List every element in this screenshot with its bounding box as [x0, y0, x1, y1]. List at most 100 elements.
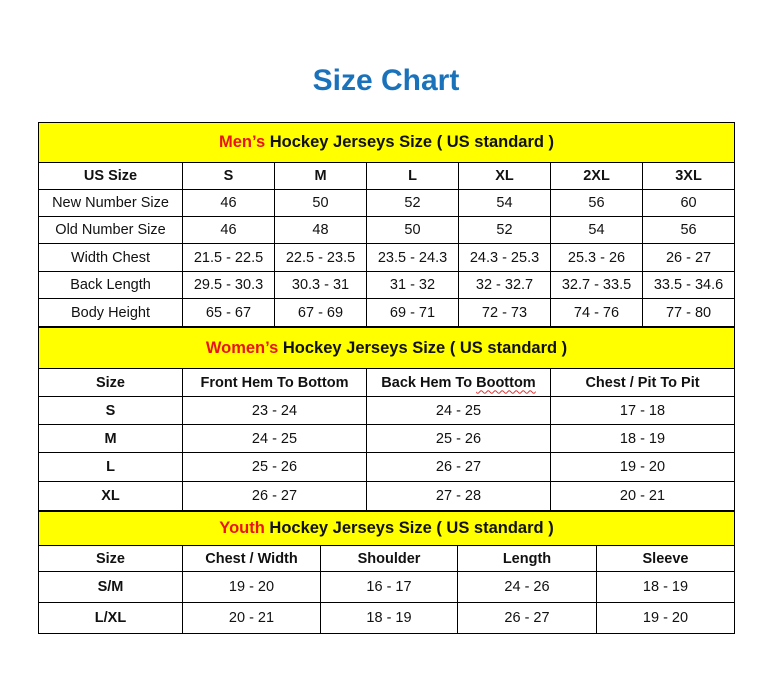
table-cell: 16 - 17 [320, 571, 458, 603]
row-label: Back Length [38, 271, 183, 299]
women-header-row: Size Front Hem To Bottom Back Hem To Boott… [38, 368, 736, 397]
column-header: Length [457, 545, 597, 572]
women-heading-text: Hockey Jerseys Size ( US standard ) [278, 338, 568, 357]
size-chart: Men’s Hockey Jerseys Size ( US standard … [37, 122, 736, 634]
table-cell: 72 - 73 [458, 298, 551, 327]
column-header: Chest / Width [182, 545, 321, 572]
table-cell: 20 - 21 [549, 481, 736, 511]
row-label: Width Chest [38, 243, 183, 272]
table-cell: 19 - 20 [595, 602, 736, 634]
table-cell: 46 [182, 216, 275, 244]
table-cell: 24 - 25 [366, 396, 551, 425]
men-header-row: US Size S M L XL 2XL 3XL [38, 162, 736, 190]
row-label: Body Height [38, 298, 183, 327]
table-cell: 25 - 26 [182, 452, 367, 482]
table-cell: 25.3 - 26 [550, 243, 643, 272]
column-header: M [274, 162, 367, 190]
table-cell: 19 - 20 [549, 452, 736, 482]
men-table: Men’s Hockey Jerseys Size ( US standard … [37, 122, 736, 327]
row-label: M [38, 424, 183, 453]
table-cell: 60 [641, 189, 736, 217]
table-cell: 65 - 67 [182, 298, 275, 327]
table-cell: 52 [458, 216, 551, 244]
table-cell: 26 - 27 [182, 481, 367, 511]
table-row: XL 26 - 27 27 - 28 20 - 21 [38, 481, 736, 511]
table-cell: 18 - 19 [320, 602, 458, 634]
column-header: Shoulder [320, 545, 458, 572]
table-row: Back Length 29.5 - 30.3 30.3 - 31 31 - 32 32… [38, 271, 736, 299]
table-row: M 24 - 25 25 - 26 18 - 19 [38, 424, 736, 453]
women-table: Women’s Hockey Jerseys Size ( US standar… [37, 327, 736, 511]
table-row: Width Chest 21.5 - 22.5 22.5 - 23.5 23.5 - … [38, 243, 736, 272]
column-header: Sleeve [595, 545, 736, 572]
table-row: L/XL 20 - 21 18 - 19 26 - 27 19 - 20 [38, 602, 736, 634]
row-label: New Number Size [38, 189, 183, 217]
page-title: Size Chart [312, 64, 460, 97]
table-cell: 74 - 76 [550, 298, 643, 327]
youth-table: Youth Hockey Jerseys Size ( US standard … [37, 511, 736, 634]
row-label: S/M [38, 571, 183, 603]
column-header: 3XL [641, 162, 736, 190]
table-cell: 29.5 - 30.3 [182, 271, 275, 299]
table-cell: 46 [182, 189, 275, 217]
table-cell: 25 - 26 [366, 424, 551, 453]
column-header: S [182, 162, 275, 190]
table-cell: 20 - 21 [182, 602, 321, 634]
row-label: XL [38, 481, 183, 511]
table-cell: 24 - 25 [182, 424, 367, 453]
table-row: L 25 - 26 26 - 27 19 - 20 [38, 452, 736, 482]
table-cell: 26 - 27 [366, 452, 551, 482]
table-cell: 52 [366, 189, 459, 217]
row-label: L/XL [38, 602, 183, 634]
table-cell: 32 - 32.7 [458, 271, 551, 299]
men-heading-text: Hockey Jerseys Size ( US standard ) [265, 133, 555, 151]
table-cell: 69 - 71 [366, 298, 459, 327]
table-row: Old Number Size 46 48 50 52 54 56 [38, 216, 736, 244]
table-row: S 23 - 24 24 - 25 17 - 18 [38, 396, 736, 425]
table-cell: 33.5 - 34.6 [641, 271, 736, 299]
youth-heading: Youth Hockey Jerseys Size ( US standard … [37, 511, 736, 546]
table-cell: 22.5 - 23.5 [274, 243, 367, 272]
column-header: Size [38, 368, 183, 397]
table-cell: 67 - 69 [274, 298, 367, 327]
table-cell: 31 - 32 [366, 271, 459, 299]
youth-prefix: Youth [219, 519, 265, 537]
men-prefix: Men’s [219, 133, 266, 151]
column-header: Size [38, 545, 183, 572]
table-cell: 23.5 - 24.3 [366, 243, 459, 272]
table-cell: 18 - 19 [549, 424, 736, 453]
table-cell: 77 - 80 [641, 298, 736, 327]
table-cell: 21.5 - 22.5 [182, 243, 275, 272]
table-cell: 56 [550, 189, 643, 217]
column-header: XL [458, 162, 551, 190]
table-cell: 32.7 - 33.5 [550, 271, 643, 299]
table-row: S/M 19 - 20 16 - 17 24 - 26 18 - 19 [38, 571, 736, 603]
row-label: L [38, 452, 183, 482]
table-cell: 56 [641, 216, 736, 244]
column-header: Front Hem To Bottom [182, 368, 367, 397]
column-header: L [366, 162, 459, 190]
table-row: Body Height 65 - 67 67 - 69 69 - 71 72 - 73 7… [38, 298, 736, 327]
table-cell: 26 - 27 [641, 243, 736, 272]
column-header: Chest / Pit To Pit [549, 368, 736, 397]
row-label: S [38, 396, 183, 425]
row-label: Old Number Size [38, 216, 183, 244]
table-cell: 50 [366, 216, 459, 244]
women-heading: Women’s Hockey Jerseys Size ( US standar… [37, 327, 736, 369]
table-cell: 26 - 27 [457, 602, 597, 634]
table-cell: 17 - 18 [549, 396, 736, 425]
table-cell: 24 - 26 [457, 571, 597, 603]
youth-heading-text: Hockey Jerseys Size ( US standard ) [264, 519, 554, 537]
table-cell: 48 [274, 216, 367, 244]
table-row: New Number Size 46 50 52 54 56 60 [38, 189, 736, 217]
column-header: Back Hem To Boottom [366, 368, 551, 397]
table-cell: 18 - 19 [595, 571, 736, 603]
table-cell: 50 [274, 189, 367, 217]
youth-header-row: Size Chest / Width Shoulder Length Sleeve [38, 545, 736, 572]
table-cell: 27 - 28 [366, 481, 551, 511]
women-prefix: Women’s [205, 338, 279, 357]
table-cell: 54 [550, 216, 643, 244]
table-cell: 54 [458, 189, 551, 217]
table-cell: 23 - 24 [182, 396, 367, 425]
column-header: 2XL [550, 162, 643, 190]
